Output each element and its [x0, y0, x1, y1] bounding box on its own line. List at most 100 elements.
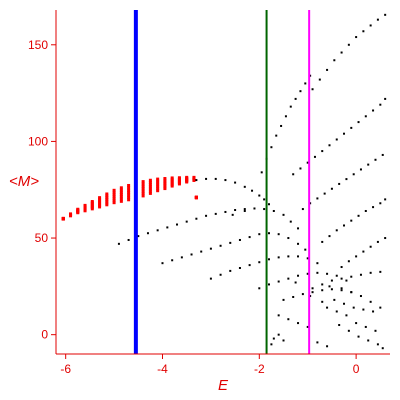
- black-series-point: [338, 324, 341, 327]
- black-series-point: [369, 245, 372, 248]
- red-band-point: [194, 195, 198, 199]
- red-band-point: [127, 195, 131, 199]
- black-series-point: [287, 277, 290, 280]
- black-series-point: [180, 256, 183, 259]
- red-band-point: [105, 199, 109, 203]
- black-series-point: [297, 227, 300, 230]
- black-series-point: [306, 257, 309, 260]
- black-series-point: [243, 185, 246, 188]
- black-series-point: [384, 237, 387, 240]
- axes: -6 -4 -2 0 0 50 100 150: [28, 10, 390, 376]
- red-band-point: [141, 184, 145, 188]
- red-band-point: [112, 201, 116, 205]
- y-tick-label: 0: [41, 328, 48, 342]
- black-series-point: [224, 210, 227, 213]
- y-ticks: 0 50 100 150: [28, 38, 56, 342]
- red-band-point: [127, 198, 131, 202]
- y-tick-label: 100: [28, 134, 48, 148]
- black-series-point: [359, 273, 362, 276]
- red-band-point: [141, 180, 145, 184]
- y-axis-label: <M>: [9, 173, 39, 190]
- black-series-point: [335, 274, 338, 277]
- black-series-point: [297, 255, 300, 258]
- black-series-point: [352, 173, 355, 176]
- black-series-point: [267, 203, 270, 206]
- black-series-point: [379, 306, 382, 309]
- y-tick-label: 150: [28, 38, 48, 52]
- black-series-point: [292, 173, 295, 176]
- black-series-point: [275, 134, 278, 137]
- black-series-point: [384, 97, 387, 100]
- black-series-point: [243, 209, 246, 212]
- red-band-point: [148, 191, 152, 195]
- black-series-point: [258, 287, 261, 290]
- black-series-point: [369, 24, 372, 27]
- plot-area: [61, 13, 387, 350]
- red-band-point: [105, 203, 109, 207]
- black-series-point: [374, 329, 377, 332]
- black-series-point: [323, 192, 326, 195]
- black-series-point: [176, 223, 179, 226]
- red-band-point: [163, 182, 167, 186]
- black-series-point: [277, 314, 280, 317]
- red-band-point: [163, 183, 167, 187]
- black-series-point: [205, 214, 208, 217]
- red-band-point: [69, 212, 73, 216]
- black-series-point: [340, 266, 343, 269]
- red-band-point: [127, 191, 131, 195]
- x-ticks: -6 -4 -2 0: [60, 354, 360, 376]
- red-band-point: [98, 200, 102, 204]
- black-series-point: [289, 220, 292, 223]
- black-series-point: [326, 306, 329, 309]
- black-series-point: [372, 206, 375, 209]
- black-series-point: [355, 36, 358, 39]
- black-series-point: [362, 308, 365, 311]
- black-series-point: [258, 261, 261, 264]
- black-series-point: [272, 209, 275, 212]
- red-band-point: [112, 199, 116, 203]
- black-series-point: [219, 273, 222, 276]
- red-band-point: [98, 199, 102, 203]
- black-series-point: [381, 347, 384, 350]
- x-tick-label: 0: [353, 362, 360, 376]
- black-series-point: [209, 277, 212, 280]
- black-series-point: [357, 214, 360, 217]
- black-series-point: [328, 144, 331, 147]
- red-band-point: [141, 189, 145, 193]
- red-band-point: [148, 183, 152, 187]
- black-series-point: [333, 59, 336, 62]
- red-band-point: [141, 187, 145, 191]
- black-series-point: [321, 289, 324, 292]
- red-band-point: [119, 188, 123, 192]
- black-series-point: [166, 226, 169, 229]
- black-series-point: [277, 333, 280, 336]
- black-series-point: [330, 288, 333, 291]
- black-series-point: [330, 187, 333, 190]
- black-series-point: [350, 126, 353, 129]
- black-series-point: [321, 300, 324, 303]
- red-band-point: [105, 196, 109, 200]
- red-band-point: [156, 185, 160, 189]
- black-series-point: [364, 115, 367, 118]
- black-series-point: [369, 271, 372, 274]
- red-band-point: [105, 194, 109, 198]
- red-band-point: [98, 196, 102, 200]
- red-band-point: [156, 187, 160, 191]
- red-band-point: [192, 175, 196, 179]
- red-band-point: [170, 176, 174, 180]
- black-series-point: [284, 115, 287, 118]
- black-series-point: [372, 310, 375, 313]
- black-series-point: [267, 232, 270, 235]
- black-series-point: [352, 306, 355, 309]
- red-band-point: [119, 197, 123, 201]
- black-series-point: [311, 291, 314, 294]
- black-series-point: [343, 132, 346, 135]
- black-series-point: [304, 248, 307, 251]
- black-series-point: [229, 269, 232, 272]
- x-tick-label: -2: [254, 362, 265, 376]
- red-band-point: [185, 175, 189, 179]
- red-band-point: [76, 207, 80, 211]
- black-series-point: [200, 250, 203, 253]
- black-series-point: [367, 339, 370, 342]
